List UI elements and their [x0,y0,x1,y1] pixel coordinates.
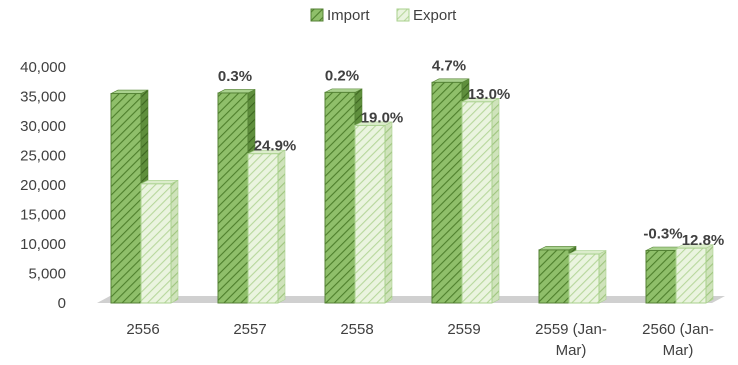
bar-top [218,89,255,93]
y-tick-label: 30,000 [20,118,66,135]
bar-front [462,102,492,303]
bar-top [111,90,148,94]
y-tick-label: 0 [58,295,66,312]
bar-top [432,79,469,83]
bar-top [569,251,606,255]
y-axis: 0 5,000 10,000 15,000 20,000 25,000 30,000 35,0… [20,59,66,312]
legend-swatch-export [397,9,409,21]
bar-export [462,98,499,303]
legend: Import Export [311,7,457,24]
x-tick-label: 2559 (Jan-Mar) [535,321,607,359]
legend-item-export: Export [397,7,457,24]
chart-floor [97,296,725,303]
y-tick-label: 20,000 [20,177,66,194]
bar-front [141,184,171,303]
bar-front [432,82,462,303]
data-label-export: 12.8% [682,232,725,249]
data-label-import: 0.2% [325,67,359,84]
data-label-import: 4.7% [432,57,466,74]
bar-front [111,94,141,303]
bar-top [325,89,362,93]
y-tick-label: 15,000 [20,207,66,224]
bar-side [278,150,285,303]
x-tick-label: 2560 (Jan-Mar) [642,321,714,359]
data-label-export: 24.9% [254,138,297,155]
legend-label-export: Export [413,7,457,24]
bar-side [385,122,392,303]
y-tick-label: 35,000 [20,89,66,106]
bar-export [355,122,392,303]
bar-front [248,154,278,303]
bar-export [248,150,285,303]
data-label-export: 19.0% [361,109,404,126]
x-axis: 2556 2557 2558 2559 2559 (Jan-Mar) 2560 (Jan-… [126,321,714,359]
bar-export [141,180,178,303]
bar-front [355,125,385,303]
bar-top [141,180,178,184]
data-label-import: 0.3% [218,68,252,85]
y-tick-label: 10,000 [20,236,66,253]
bar-front [539,250,569,303]
bars [111,79,713,303]
bar-front [218,93,248,303]
y-tick-label: 40,000 [20,59,66,76]
data-label-export: 13.0% [468,86,511,103]
bar-export [676,245,713,303]
y-tick-label: 25,000 [20,148,66,165]
x-tick-label: 2558 [340,321,373,338]
bar-front [676,248,706,303]
bar-front [325,92,355,303]
y-tick-label: 5,000 [28,266,66,283]
floor-plane [97,296,725,303]
bar-export [569,251,606,303]
bar-side [171,180,178,303]
bar-side [599,251,606,303]
legend-label-import: Import [327,7,370,24]
bar-side [492,98,499,303]
data-label-import: -0.3% [643,225,682,242]
bar-front [646,250,676,303]
bar-side [706,245,713,303]
bar-top [539,246,576,250]
x-tick-label: 2556 [126,321,159,338]
x-tick-label: 2557 [233,321,266,338]
legend-swatch-import [311,9,323,21]
bar-front [569,254,599,303]
x-tick-label: 2559 [447,321,480,338]
legend-item-import: Import [311,7,370,24]
